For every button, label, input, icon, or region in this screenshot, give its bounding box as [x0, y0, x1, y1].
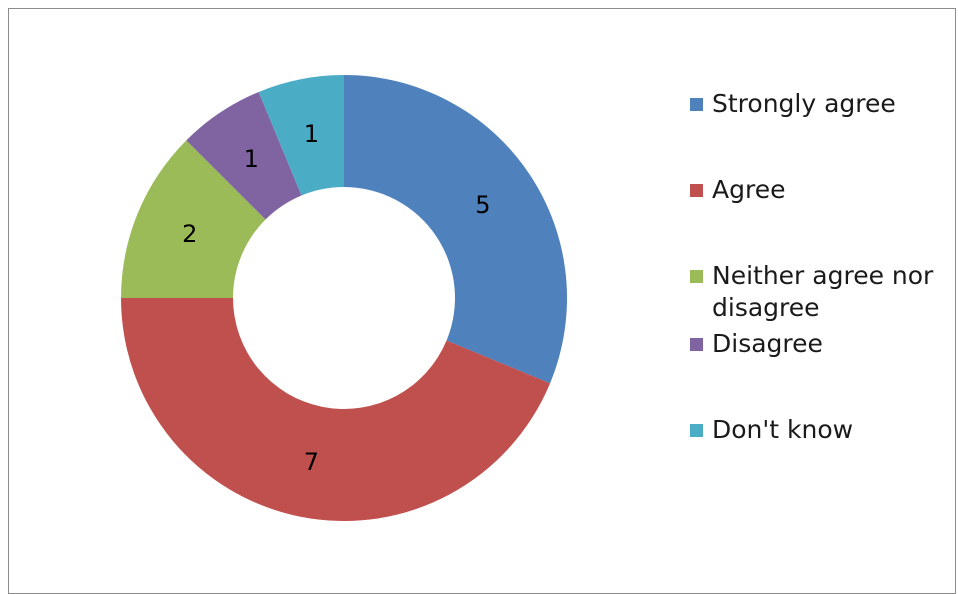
slice-dont-know	[258, 75, 344, 196]
legend: Strongly agree Agree Neither agree nor d…	[690, 88, 955, 446]
legend-label-neither: Neither agree nor disagree	[712, 261, 934, 322]
legend-item-neither: Neither agree nor disagree	[690, 260, 955, 324]
legend-label-agree: Agree	[712, 175, 786, 204]
legend-item-agree: Agree	[690, 174, 955, 206]
slice-agree	[121, 298, 551, 522]
legend-swatch-agree	[690, 184, 703, 197]
legend-label-dont-know: Don't know	[712, 415, 854, 444]
slice-neither	[121, 140, 266, 298]
legend-swatch-disagree	[690, 338, 703, 351]
legend-swatch-neither	[690, 270, 703, 283]
data-label-neither: 2	[182, 220, 197, 248]
data-labels: 5 7 2 1 1	[182, 120, 490, 476]
slice-strongly-agree	[344, 75, 567, 384]
legend-swatch-strongly-agree	[690, 98, 703, 111]
donut-slices	[121, 75, 567, 522]
legend-label-strongly-agree: Strongly agree	[712, 89, 896, 118]
slice-disagree	[186, 91, 302, 220]
legend-label-disagree: Disagree	[712, 329, 823, 358]
data-label-agree: 7	[304, 448, 319, 476]
data-label-dont-know: 1	[304, 120, 319, 148]
legend-item-disagree: Disagree	[690, 328, 955, 360]
legend-swatch-dont-know	[690, 424, 703, 437]
legend-item-dont-know: Don't know	[690, 414, 955, 446]
legend-item-strongly-agree: Strongly agree	[690, 88, 955, 120]
data-label-disagree: 1	[244, 145, 259, 173]
data-label-strongly-agree: 5	[475, 191, 490, 219]
